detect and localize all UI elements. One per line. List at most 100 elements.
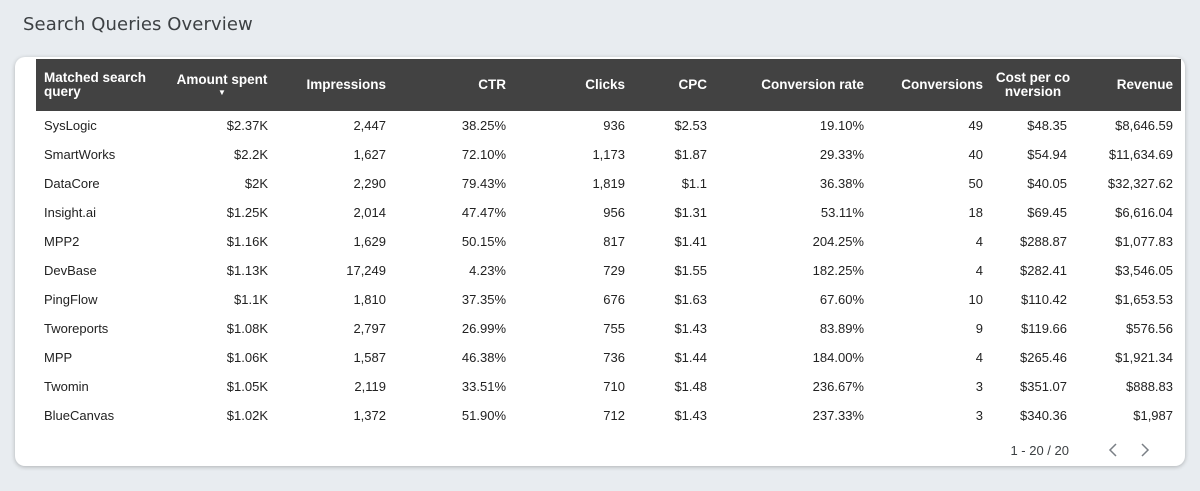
cell-amount-spent: $1.08K: [226, 321, 268, 336]
cell-conversion-rate: 36.38%: [819, 176, 864, 191]
cell-clicks: 1,819: [592, 176, 625, 191]
cell-revenue: $8,646.59: [1115, 118, 1173, 133]
cell-query: PingFlow: [44, 292, 98, 307]
pagination-range: 1 - 20 / 20: [1010, 442, 1069, 458]
cell-cost-per-conversion: $265.46: [1020, 350, 1067, 365]
table-row: BlueCanvas $1.02K 1,372 51.90% 712 $1.43…: [36, 401, 1181, 430]
cell-cpc: $1.41: [674, 234, 707, 249]
page-title: Search Queries Overview: [23, 14, 253, 35]
cell-ctr: 37.35%: [461, 292, 506, 307]
cell-cost-per-conversion: $119.66: [1020, 321, 1067, 336]
column-header-revenue[interactable]: Revenue: [1116, 77, 1173, 92]
table-row: DataCore $2K 2,290 79.43% 1,819 $1.1 36.…: [36, 169, 1181, 198]
cell-revenue: $11,634.69: [1108, 147, 1173, 162]
cell-conversion-rate: 204.25%: [812, 234, 864, 249]
cell-cpc: $1.48: [674, 379, 707, 394]
cell-conversions: 4: [975, 263, 983, 278]
cell-conversion-rate: 29.33%: [819, 147, 864, 162]
cell-revenue: $1,921.34: [1115, 350, 1173, 365]
table-header-row: Matched search query Amount spent ▼ Impre…: [36, 59, 1181, 111]
cell-cost-per-conversion: $282.41: [1020, 263, 1067, 278]
column-header-cpc[interactable]: CPC: [678, 77, 707, 92]
cell-conversions: 50: [968, 176, 983, 191]
cell-clicks: 710: [603, 379, 625, 394]
cell-conversions: 4: [975, 234, 983, 249]
cell-query: BlueCanvas: [44, 408, 115, 423]
cell-ctr: 50.15%: [461, 234, 506, 249]
column-header-cost-per-conversion[interactable]: Cost per conversion: [995, 70, 1071, 99]
cell-cpc: $1.31: [674, 205, 707, 220]
cell-query: Twomin: [44, 379, 89, 394]
cell-amount-spent: $2.2K: [234, 147, 268, 162]
cell-cpc: $1.55: [674, 263, 707, 278]
cell-revenue: $32,327.62: [1107, 176, 1173, 191]
cell-clicks: 755: [603, 321, 625, 336]
cell-query: DataCore: [44, 176, 100, 191]
column-header-ctr[interactable]: CTR: [478, 77, 506, 92]
cell-amount-spent: $2K: [244, 176, 268, 191]
chevron-right-icon[interactable]: [1135, 440, 1155, 460]
cell-impressions: 1,372: [353, 408, 386, 423]
cell-conversion-rate: 236.67%: [812, 379, 864, 394]
cell-conversion-rate: 67.60%: [819, 292, 864, 307]
cell-cost-per-conversion: $54.94: [1027, 147, 1067, 162]
cell-conversions: 18: [968, 205, 983, 220]
chevron-left-icon[interactable]: [1103, 440, 1123, 460]
table-row: DevBase $1.13K 17,249 4.23% 729 $1.55 18…: [36, 256, 1181, 285]
pagination: 1 - 20 / 20: [1010, 440, 1155, 460]
search-queries-table: Matched search query Amount spent ▼ Impre…: [36, 59, 1181, 430]
cell-amount-spent: $1.16K: [226, 234, 268, 249]
cell-impressions: 1,629: [353, 234, 386, 249]
cell-impressions: 2,014: [353, 205, 386, 220]
cell-conversions: 9: [975, 321, 983, 336]
cell-ctr: 46.38%: [461, 350, 506, 365]
cell-query: MPP2: [44, 234, 80, 249]
table-row: Insight.ai $1.25K 2,014 47.47% 956 $1.31…: [36, 198, 1181, 227]
cell-query: Tworeports: [44, 321, 109, 336]
column-header-clicks[interactable]: Clicks: [585, 77, 625, 92]
cell-conversion-rate: 237.33%: [812, 408, 864, 423]
table-row: SmartWorks $2.2K 1,627 72.10% 1,173 $1.8…: [36, 140, 1181, 169]
table-row: PingFlow $1.1K 1,810 37.35% 676 $1.63 67…: [36, 285, 1181, 314]
column-header-conversions[interactable]: Conversions: [901, 77, 983, 92]
cell-cost-per-conversion: $288.87: [1020, 234, 1067, 249]
cell-revenue: $576.56: [1126, 321, 1173, 336]
table-body: SysLogic $2.37K 2,447 38.25% 936 $2.53 1…: [36, 111, 1181, 430]
cell-clicks: 1,173: [592, 147, 625, 162]
cell-conversions: 3: [975, 379, 983, 394]
table-row: MPP $1.06K 1,587 46.38% 736 $1.44 184.00…: [36, 343, 1181, 372]
cell-cpc: $1.63: [674, 292, 707, 307]
column-header-conversion-rate[interactable]: Conversion rate: [761, 77, 864, 92]
cell-cpc: $1.44: [674, 350, 707, 365]
cell-query: SmartWorks: [44, 147, 116, 162]
column-header-amount-spent[interactable]: Amount spent ▼: [176, 71, 268, 97]
cell-conversions: 3: [975, 408, 983, 423]
cell-clicks: 936: [603, 118, 625, 133]
column-header-matched-search-query[interactable]: Matched search query: [44, 70, 147, 99]
cell-impressions: 2,290: [353, 176, 386, 191]
cell-impressions: 2,797: [353, 321, 386, 336]
column-header-impressions[interactable]: Impressions: [306, 77, 386, 92]
sort-descending-icon: ▼: [218, 87, 226, 97]
cell-conversion-rate: 182.25%: [812, 263, 864, 278]
cell-conversion-rate: 19.10%: [819, 118, 864, 133]
cell-revenue: $1,987: [1133, 408, 1173, 423]
cell-amount-spent: $2.37K: [226, 118, 268, 133]
cell-cost-per-conversion: $340.36: [1020, 408, 1067, 423]
cell-amount-spent: $1.05K: [226, 379, 268, 394]
cell-query: SysLogic: [44, 118, 97, 133]
cell-revenue: $6,616.04: [1115, 205, 1173, 220]
cell-amount-spent: $1.25K: [226, 205, 268, 220]
table-row: Tworeports $1.08K 2,797 26.99% 755 $1.43…: [36, 314, 1181, 343]
cell-impressions: 17,249: [346, 263, 386, 278]
cell-ctr: 4.23%: [469, 263, 506, 278]
cell-cost-per-conversion: $351.07: [1020, 379, 1067, 394]
cell-conversions: 49: [968, 118, 983, 133]
cell-cost-per-conversion: $110.42: [1020, 292, 1067, 307]
cell-conversion-rate: 53.11%: [820, 205, 864, 220]
cell-cpc: $1.87: [674, 147, 707, 162]
cell-clicks: 956: [603, 205, 625, 220]
cell-clicks: 676: [603, 292, 625, 307]
cell-revenue: $1,077.83: [1115, 234, 1173, 249]
